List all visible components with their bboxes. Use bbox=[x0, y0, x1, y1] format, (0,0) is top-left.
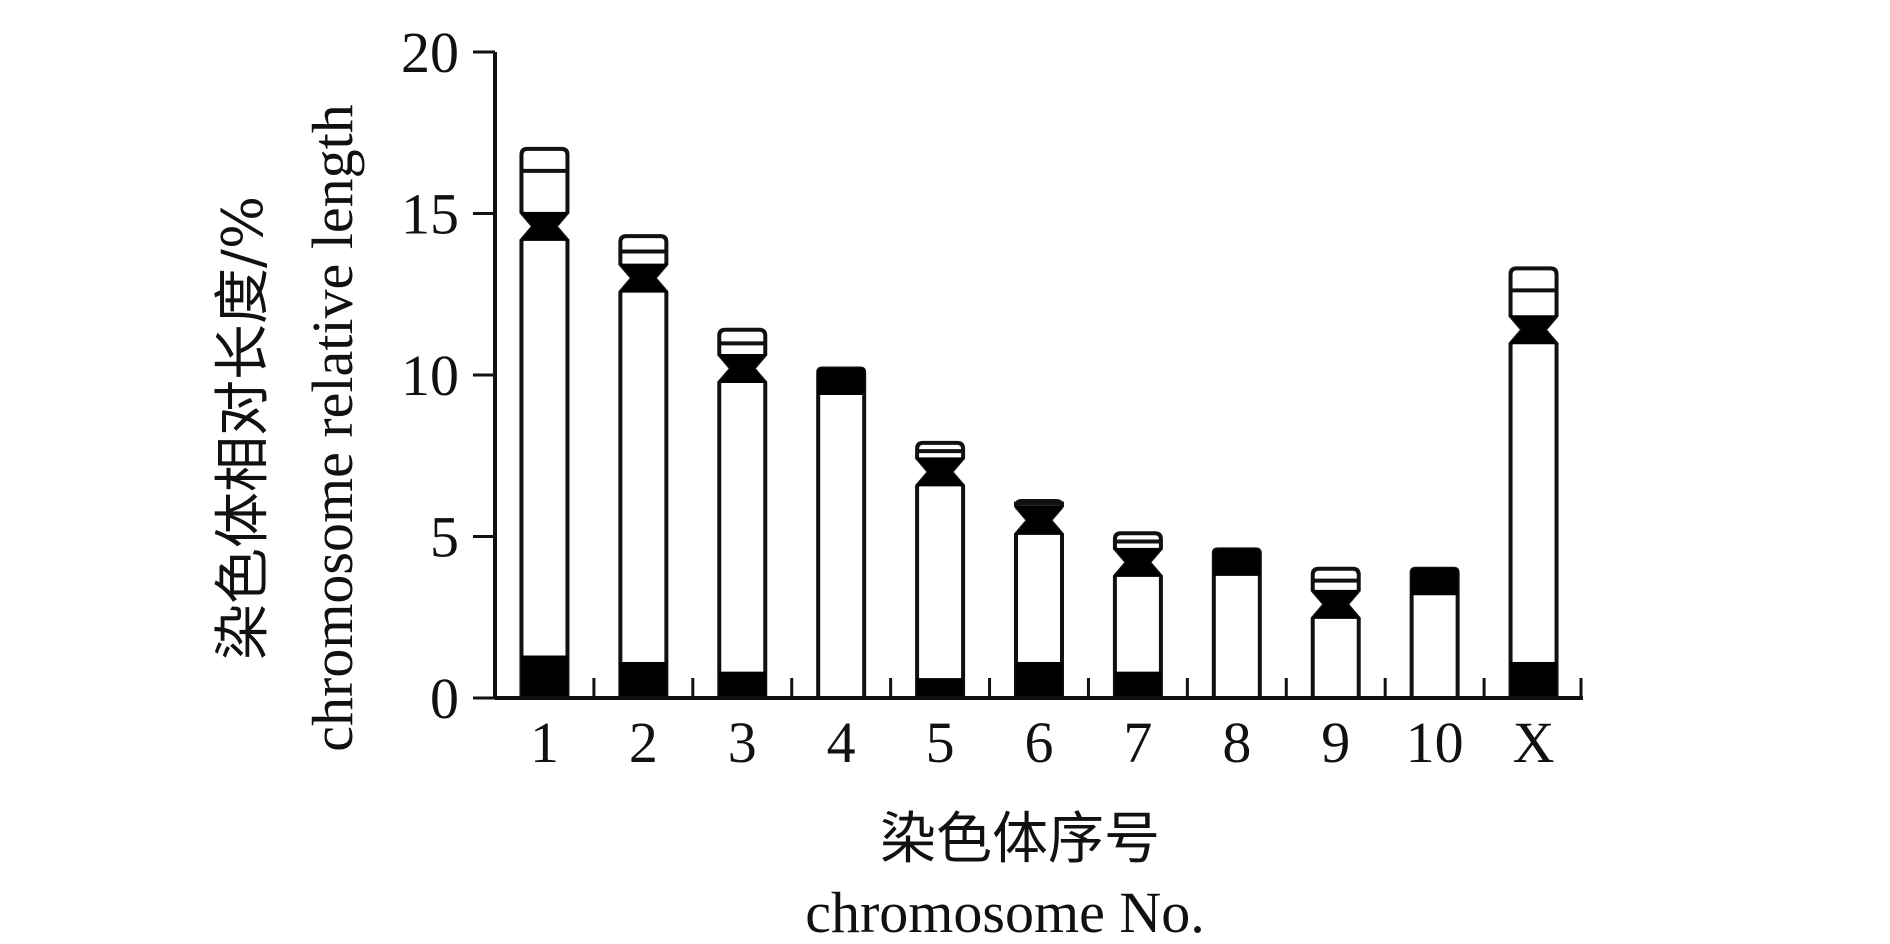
chromosome-outline bbox=[1508, 266, 1559, 700]
x-tick-label: 9 bbox=[1321, 710, 1350, 775]
x-tick-label: 7 bbox=[1123, 710, 1152, 775]
chromosome-10 bbox=[1409, 566, 1460, 700]
centromere-band bbox=[619, 263, 668, 293]
y-ticks: 0 5 10 15 20 bbox=[401, 20, 495, 731]
basal-dark-band bbox=[520, 655, 568, 699]
y-tick-label: 10 bbox=[401, 343, 459, 408]
chromosome-outline bbox=[618, 234, 669, 700]
chromosome-bars bbox=[519, 146, 1559, 700]
centromere-band bbox=[520, 211, 569, 241]
centromere-band bbox=[1113, 547, 1162, 577]
x-ticks: 1 2 3 4 5 6 7 8 9 10 X bbox=[493, 678, 1583, 775]
centromere-band bbox=[1311, 589, 1360, 619]
x-tick-label: X bbox=[1513, 710, 1555, 775]
centromere-band bbox=[1213, 548, 1261, 576]
x-axis-title-chinese: 染色体序号 bbox=[880, 807, 1160, 872]
basal-dark-band bbox=[1510, 661, 1558, 699]
centromere-band bbox=[1014, 505, 1064, 535]
basal-dark-band bbox=[1015, 661, 1063, 699]
chromosome-5 bbox=[915, 440, 966, 700]
chromosome-9 bbox=[1310, 566, 1361, 700]
chromosome-1 bbox=[519, 146, 570, 700]
chromosome-X bbox=[1508, 266, 1559, 700]
chromosome-4 bbox=[816, 366, 867, 700]
centromere-band bbox=[1509, 315, 1558, 345]
x-tick-label: 5 bbox=[926, 710, 955, 775]
x-tick-label: 4 bbox=[827, 710, 856, 775]
y-tick-label: 20 bbox=[401, 20, 459, 85]
chromosome-outline bbox=[519, 146, 570, 700]
y-tick-label: 15 bbox=[401, 182, 459, 247]
x-tick-label: 8 bbox=[1222, 710, 1251, 775]
x-tick-label: 2 bbox=[629, 710, 658, 775]
centromere-band bbox=[718, 354, 767, 384]
chromosome-7 bbox=[1112, 531, 1163, 700]
y-tick-label: 5 bbox=[430, 505, 459, 570]
chromosome-6 bbox=[1014, 498, 1064, 700]
y-tick-label: 0 bbox=[430, 666, 459, 731]
y-axis-title-english: chromosome relative length bbox=[300, 104, 365, 751]
chromosome-outline bbox=[915, 440, 966, 700]
x-tick-label: 1 bbox=[530, 710, 559, 775]
chromosome-outline bbox=[1310, 566, 1361, 700]
basal-dark-band bbox=[916, 678, 964, 699]
chromosome-2 bbox=[618, 234, 669, 700]
x-tick-label: 3 bbox=[728, 710, 757, 775]
chromosome-8 bbox=[1211, 547, 1262, 700]
basal-dark-band bbox=[1114, 671, 1162, 699]
basal-dark-band bbox=[718, 671, 766, 699]
x-tick-label: 10 bbox=[1406, 710, 1464, 775]
x-axis-title-english: chromosome No. bbox=[805, 880, 1205, 944]
centromere-band bbox=[817, 368, 865, 396]
centromere-band bbox=[1411, 568, 1459, 596]
x-tick-label: 6 bbox=[1025, 710, 1054, 775]
y-axis-title-chinese: 染色体相对长度/% bbox=[211, 196, 276, 660]
chromosome-outline bbox=[816, 366, 867, 700]
chromosome-outline bbox=[717, 327, 768, 700]
chromosome-3 bbox=[717, 327, 768, 700]
centromere-band bbox=[916, 457, 965, 487]
basal-dark-band bbox=[619, 661, 667, 699]
